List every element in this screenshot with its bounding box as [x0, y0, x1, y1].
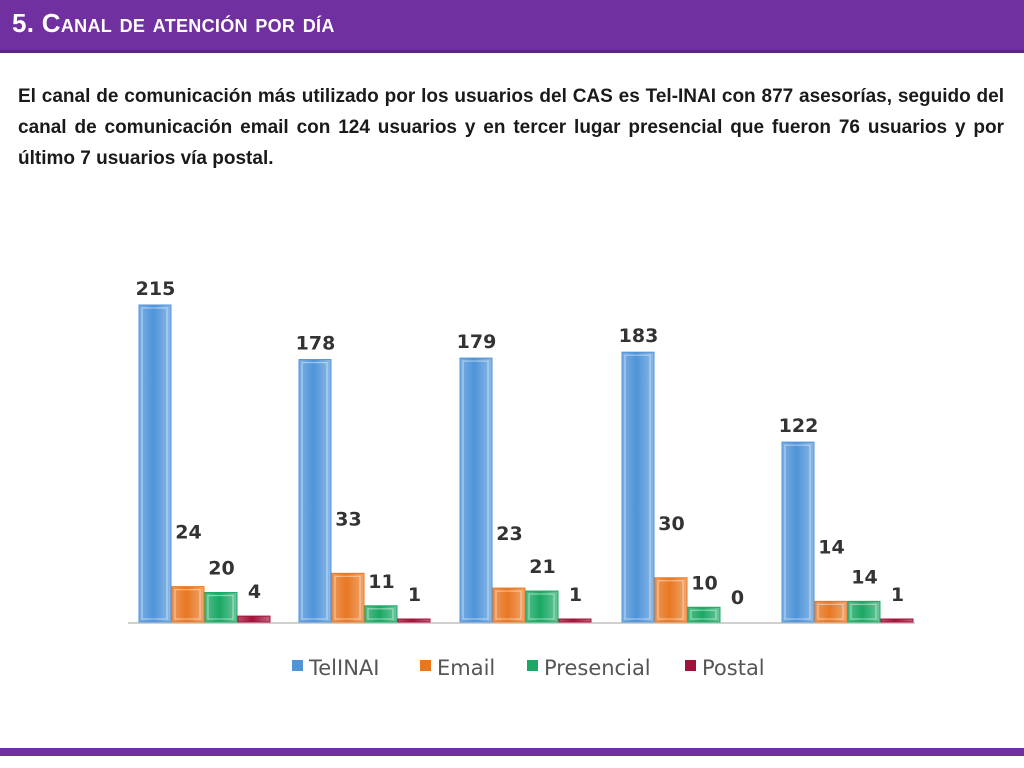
bar-telinai-5: [781, 441, 815, 623]
bar-bevel: [301, 361, 328, 620]
data-label: 23: [496, 523, 522, 545]
data-label: 14: [818, 536, 844, 558]
bar-bevel: [690, 609, 717, 620]
data-label: 4: [248, 581, 261, 603]
legend-label-email: Email: [437, 656, 495, 680]
bar-postal-5: [880, 618, 914, 623]
legend-swatch-presencial: [527, 660, 538, 671]
bar-bevel: [528, 593, 555, 620]
bar-email-5: [814, 600, 848, 623]
bar-telinai-1: [138, 304, 172, 623]
bar-postal-2: [397, 618, 431, 623]
bar-presencial-5: [847, 600, 881, 623]
description-text: El canal de comunicación más utilizado p…: [18, 86, 1004, 169]
bar-bevel: [784, 444, 811, 620]
bar-bevel: [817, 603, 844, 620]
bar-bevel: [850, 603, 877, 620]
data-label: 20: [208, 558, 234, 580]
page-title: 5. Canal de atención por día: [12, 8, 335, 38]
bar-postal-3: [558, 618, 592, 623]
data-label: 33: [335, 508, 361, 530]
bar-telinai-4: [621, 351, 655, 623]
data-label: 11: [368, 571, 394, 593]
bar-bevel: [367, 608, 394, 620]
bar-bevel: [657, 580, 684, 620]
bar-email-1: [171, 586, 205, 623]
data-label: 0: [731, 587, 744, 609]
data-label: 1: [569, 584, 582, 606]
data-label: 183: [619, 325, 659, 347]
bar-telinai-2: [298, 359, 332, 623]
bar-email-4: [654, 577, 688, 623]
bar-bevel: [174, 589, 201, 620]
data-label: 14: [851, 566, 877, 588]
bar-bevel: [141, 307, 168, 620]
data-label: 122: [779, 415, 819, 437]
legend-swatch-email: [420, 660, 431, 671]
data-label: 179: [457, 331, 497, 353]
data-label: 1: [408, 584, 421, 606]
footer-bar: [0, 748, 1024, 756]
legend-label-telinai: TelINAI: [308, 656, 379, 680]
bar-presencial-3: [525, 590, 559, 623]
data-label: 215: [136, 278, 176, 300]
bar-postal-1: [237, 615, 271, 623]
bar-bevel: [462, 360, 489, 620]
legend-label-presencial: Presencial: [544, 656, 651, 680]
bar-telinai-3: [459, 357, 493, 623]
bar-bevel: [207, 594, 234, 620]
data-label: 30: [658, 513, 684, 535]
bar-bevel: [334, 575, 361, 620]
data-label: 24: [175, 522, 201, 544]
data-label: 21: [529, 556, 555, 578]
legend-swatch-postal: [685, 660, 696, 671]
bar-presencial-1: [204, 592, 238, 623]
legend-label-postal: Postal: [702, 656, 765, 680]
data-label: 1: [891, 584, 904, 606]
title-bar: 5. Canal de atención por día: [0, 0, 1024, 53]
data-label: 10: [691, 572, 717, 594]
bar-presencial-2: [364, 605, 398, 623]
bar-email-3: [492, 587, 526, 623]
bar-bevel: [495, 590, 522, 620]
bar-bevel: [624, 354, 651, 620]
data-label: 178: [296, 333, 336, 355]
bar-email-2: [331, 572, 365, 623]
legend-swatch-telinai: [292, 660, 303, 671]
bar-presencial-4: [687, 606, 721, 623]
